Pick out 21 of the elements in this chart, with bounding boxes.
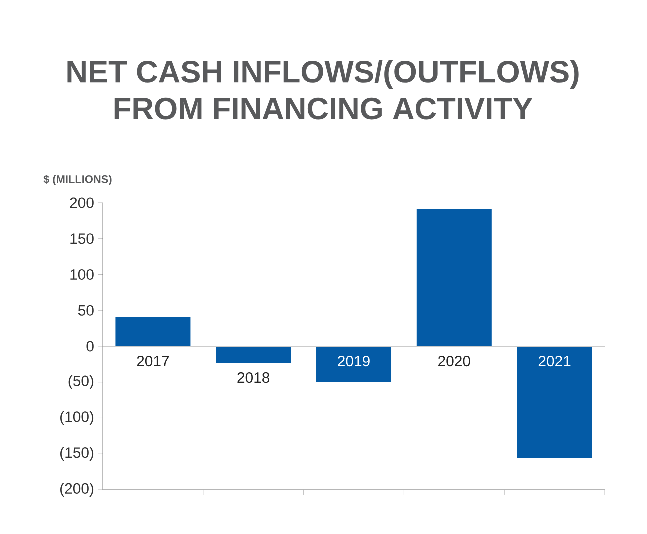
y-tick-label: (100) <box>60 411 94 426</box>
y-tick-label: (150) <box>60 447 94 462</box>
x-tick-label: 2020 <box>438 356 470 367</box>
y-tick-label: 200 <box>70 198 94 208</box>
bar <box>517 346 592 458</box>
y-tick-label: (200) <box>60 483 94 497</box>
chart-title: NET CASH INFLOWS/(OUTFLOWS) FROM FINANCING ACTIVITY <box>68 60 579 120</box>
x-tick-label: 2018 <box>238 372 270 384</box>
bar <box>316 346 392 382</box>
y-axis-title: $ (MILLIONS) <box>44 175 112 186</box>
y-tick-label: (50) <box>68 375 94 390</box>
x-tick-label: 2019 <box>338 356 370 367</box>
x-tick-label: 2017 <box>137 356 170 367</box>
y-tick-label: 50 <box>78 305 94 316</box>
y-tick-label: 150 <box>70 234 94 244</box>
y-tick-label: 0 <box>86 341 94 352</box>
y-tick-label: 100 <box>70 269 94 280</box>
x-tick-label: 2021 <box>538 356 571 367</box>
bar <box>216 346 292 363</box>
bar <box>416 209 492 346</box>
bar <box>116 317 191 346</box>
